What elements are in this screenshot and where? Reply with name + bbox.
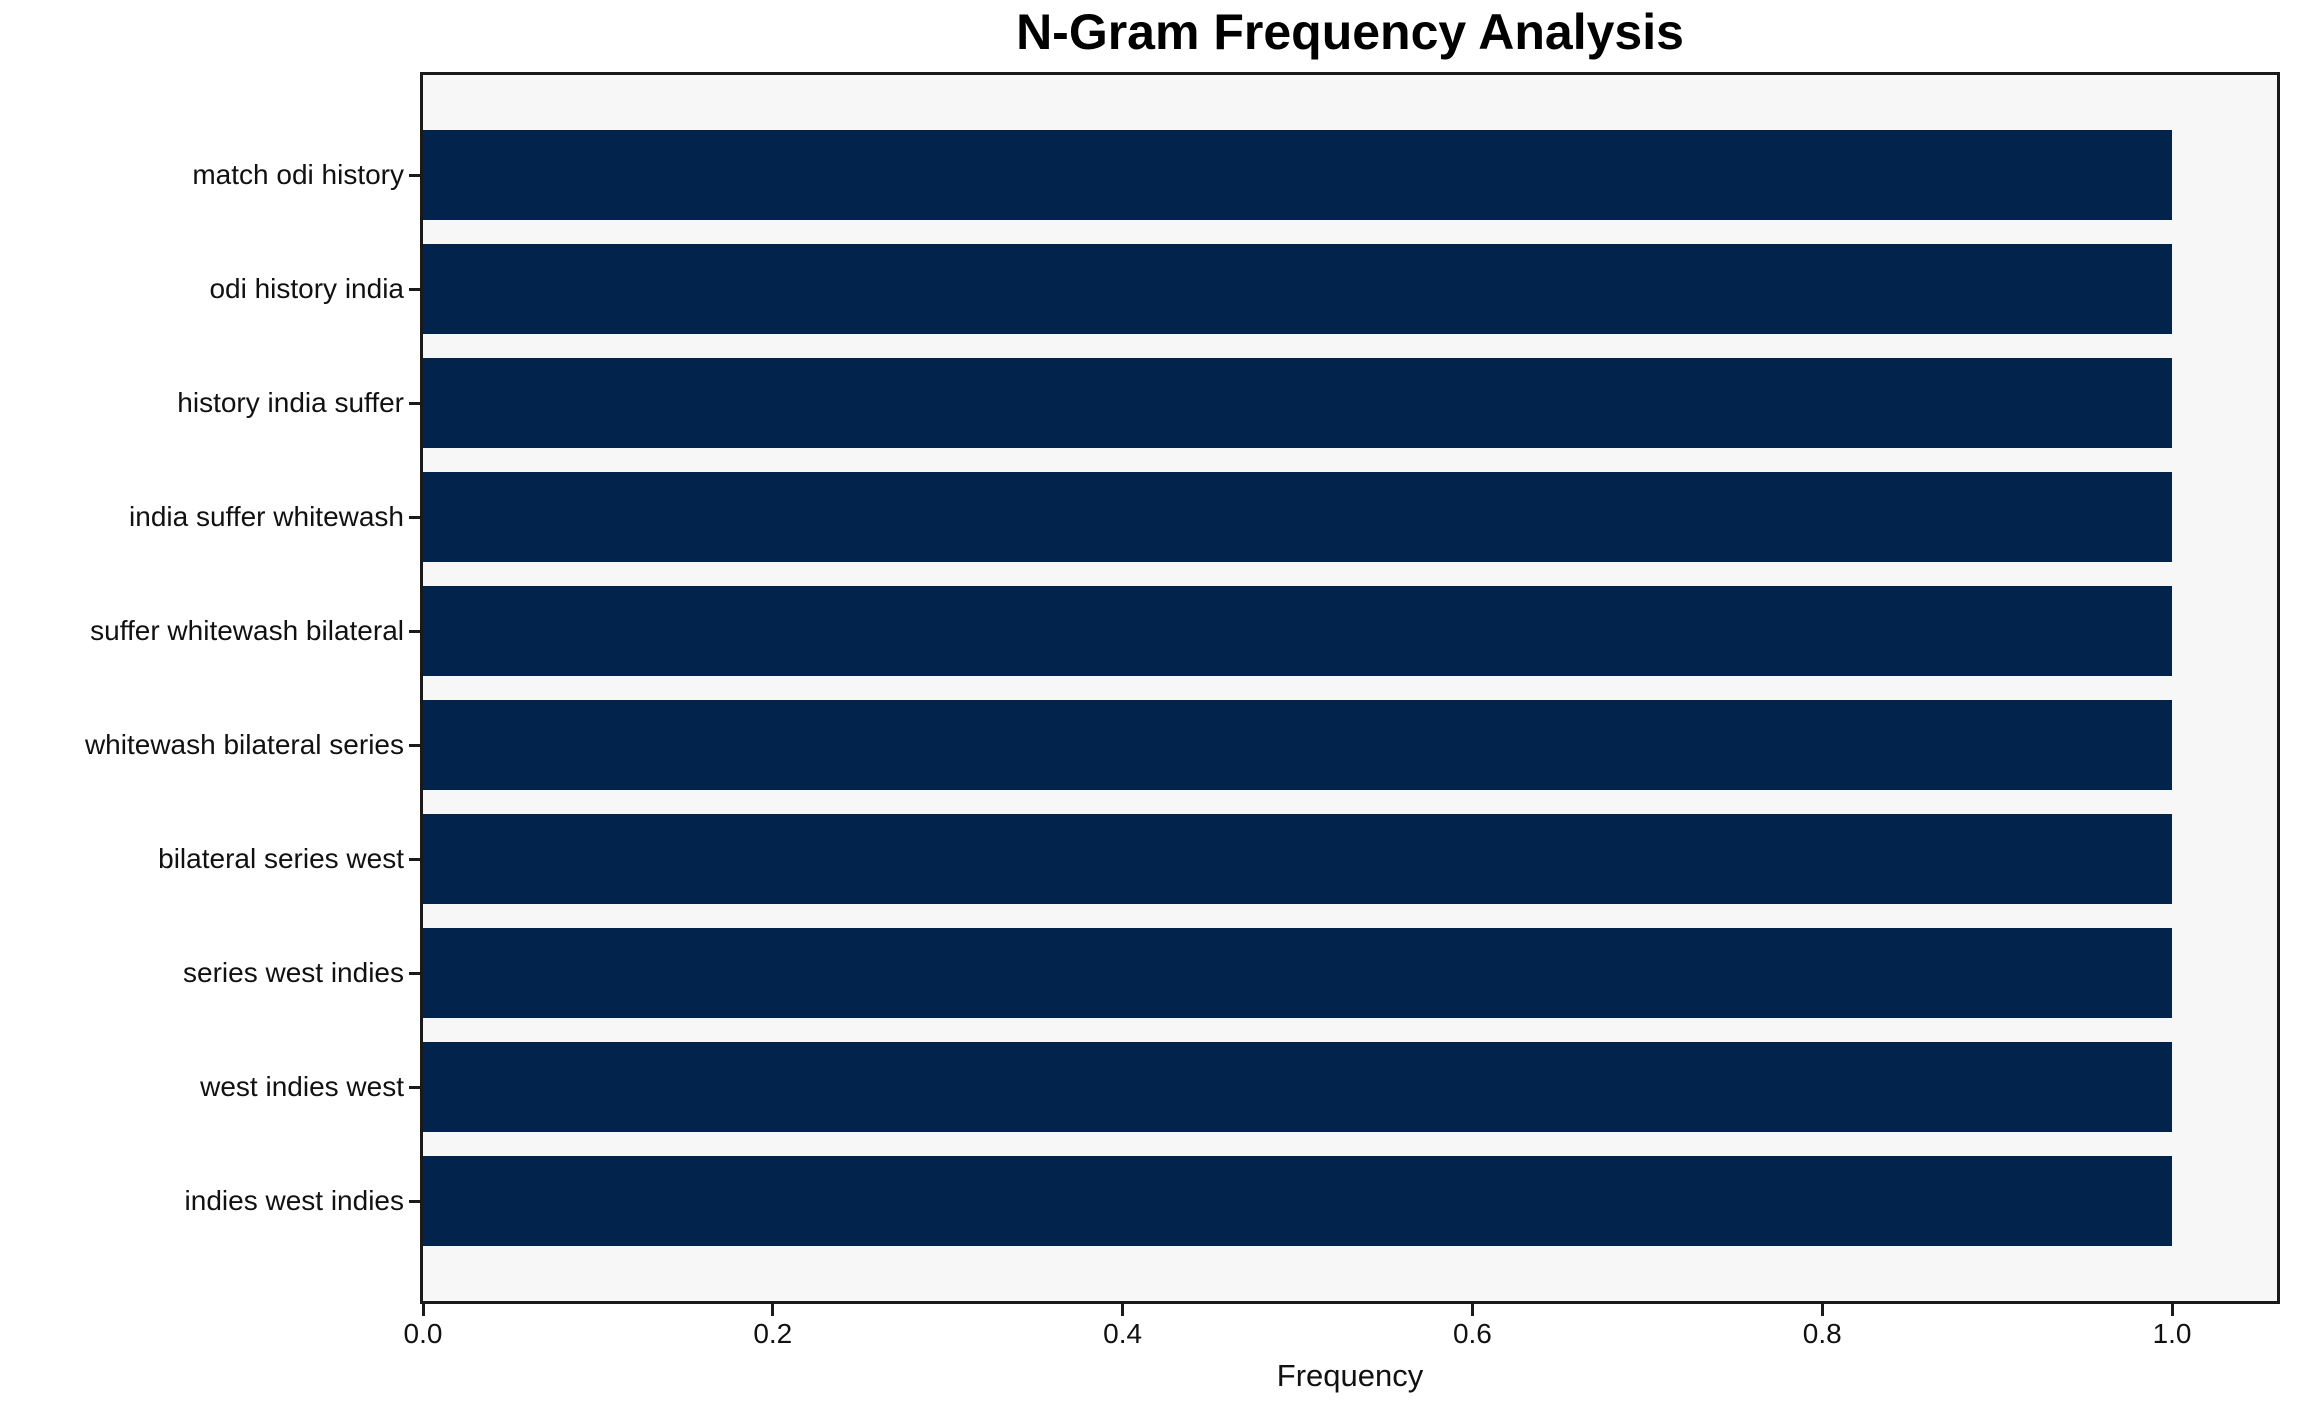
y-tick-label: whitewash bilateral series xyxy=(84,729,404,760)
y-tick-label: indies west indies xyxy=(184,1185,404,1216)
y-tick-mark xyxy=(409,173,420,177)
y-tick-mark xyxy=(409,287,420,291)
bar xyxy=(423,928,2173,1018)
chart-title: N-Gram Frequency Analysis xyxy=(1016,4,1684,60)
x-tick-label: 0.6 xyxy=(1452,1318,1492,1349)
x-tick-mark xyxy=(421,1304,425,1316)
y-tick-label: suffer whitewash bilateral xyxy=(90,615,404,646)
x-tick-mark xyxy=(2170,1304,2174,1316)
bar xyxy=(423,472,2173,562)
x-tick-label: 0.0 xyxy=(403,1318,443,1349)
y-tick-label: odi history india xyxy=(209,273,404,304)
x-tick-mark xyxy=(1121,1304,1125,1316)
bar xyxy=(423,244,2173,334)
bar xyxy=(423,1042,2173,1132)
y-tick-label: india suffer whitewash xyxy=(129,501,404,532)
x-tick-label: 0.2 xyxy=(753,1318,793,1349)
x-tick-label: 0.4 xyxy=(1103,1318,1143,1349)
y-tick-mark xyxy=(409,401,420,405)
x-tick-label: 1.0 xyxy=(2152,1318,2192,1349)
bar xyxy=(423,586,2173,676)
y-tick-mark xyxy=(409,515,420,519)
bar xyxy=(423,814,2173,904)
bar xyxy=(423,358,2173,448)
y-tick-mark xyxy=(409,971,420,975)
y-tick-label: history india suffer xyxy=(177,387,404,418)
y-tick-mark xyxy=(409,1199,420,1203)
x-tick-label: 0.8 xyxy=(1802,1318,1842,1349)
x-tick-mark xyxy=(1820,1304,1824,1316)
x-axis-label: Frequency xyxy=(1276,1358,1424,1393)
y-tick-mark xyxy=(409,1085,420,1089)
y-tick-label: bilateral series west xyxy=(158,843,404,874)
x-tick-mark xyxy=(1470,1304,1474,1316)
y-tick-mark xyxy=(409,629,420,633)
x-tick-mark xyxy=(771,1304,775,1316)
y-tick-mark xyxy=(409,743,420,747)
plot-area xyxy=(420,72,2280,1304)
y-tick-label: west indies west xyxy=(200,1071,404,1102)
bar xyxy=(423,1156,2173,1246)
y-tick-label: series west indies xyxy=(183,957,404,988)
bar xyxy=(423,130,2173,220)
y-tick-label: match odi history xyxy=(192,159,404,190)
bar xyxy=(423,700,2173,790)
y-tick-mark xyxy=(409,857,420,861)
